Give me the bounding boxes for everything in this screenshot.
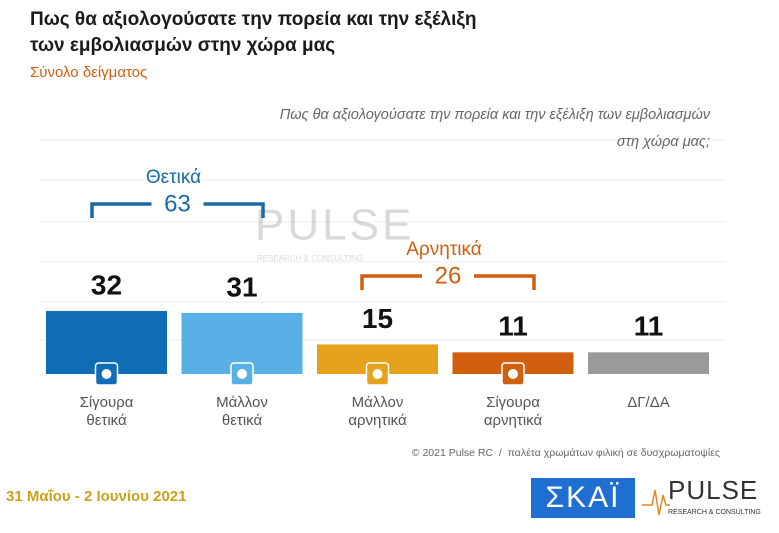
logo: ΣΚΑΪ: [546, 481, 621, 514]
logo-sub: RESEARCH & CONSULTING: [668, 509, 761, 516]
x-tick-label: θετικά: [222, 412, 263, 429]
group-bracket: [360, 274, 536, 290]
chart-title: των εμβολιασμών στην χώρα μας: [30, 35, 335, 56]
date: 31 Μαΐου - 2 Ιουνίου 2021: [6, 488, 186, 505]
x-tick-label: αρνητικά: [484, 412, 543, 429]
x-tick-label: Σίγουρα: [80, 394, 134, 411]
chart-subtitle: Σύνολο δείγματος: [30, 64, 147, 81]
x-tick-label: αρνητικά: [348, 412, 407, 429]
logo: PULSE: [668, 475, 758, 505]
value-label: 32: [91, 269, 122, 300]
chart-title: Πως θα αξιολογούσατε την πορεία και την …: [30, 9, 476, 30]
icon-glyph: [372, 369, 383, 379]
x-tick-label: θετικά: [86, 412, 127, 429]
watermark-text: PULSE: [255, 201, 414, 250]
value-label: 11: [498, 311, 528, 342]
watermark: PULSE RESEARCH & CONSULTING: [255, 201, 414, 263]
value-label: 15: [362, 303, 393, 334]
x-tick-label: ΔΓ/ΔΑ: [627, 394, 669, 411]
x-tick-label: Μάλλον: [216, 394, 268, 411]
question: στη χώρα μας;: [617, 134, 710, 150]
question: Πως θα αξιολογούσατε την πορεία και την …: [280, 107, 711, 123]
value-label: 31: [226, 271, 257, 302]
logo-box: [531, 478, 635, 518]
footnote: © 2021 Pulse RC / παλέτα χρωμάτων φιλική…: [412, 447, 720, 459]
group-bracket: [90, 202, 265, 218]
x-tick-label: Σίγουρα: [486, 394, 540, 411]
value-label: 11: [634, 311, 664, 342]
group-value: 63: [164, 190, 191, 217]
icon-glyph: [101, 369, 112, 379]
x-tick-label: Μάλλον: [352, 394, 404, 411]
group-value: 26: [435, 262, 462, 289]
logo-pulse-line: [642, 489, 670, 516]
group-name: Αρνητικά: [406, 239, 482, 260]
watermark-sub: RESEARCH & CONSULTING: [257, 254, 363, 263]
bar: [588, 352, 709, 374]
icon-glyph: [237, 369, 247, 379]
icon-glyph: [508, 369, 518, 379]
group-name: Θετικά: [146, 167, 201, 188]
